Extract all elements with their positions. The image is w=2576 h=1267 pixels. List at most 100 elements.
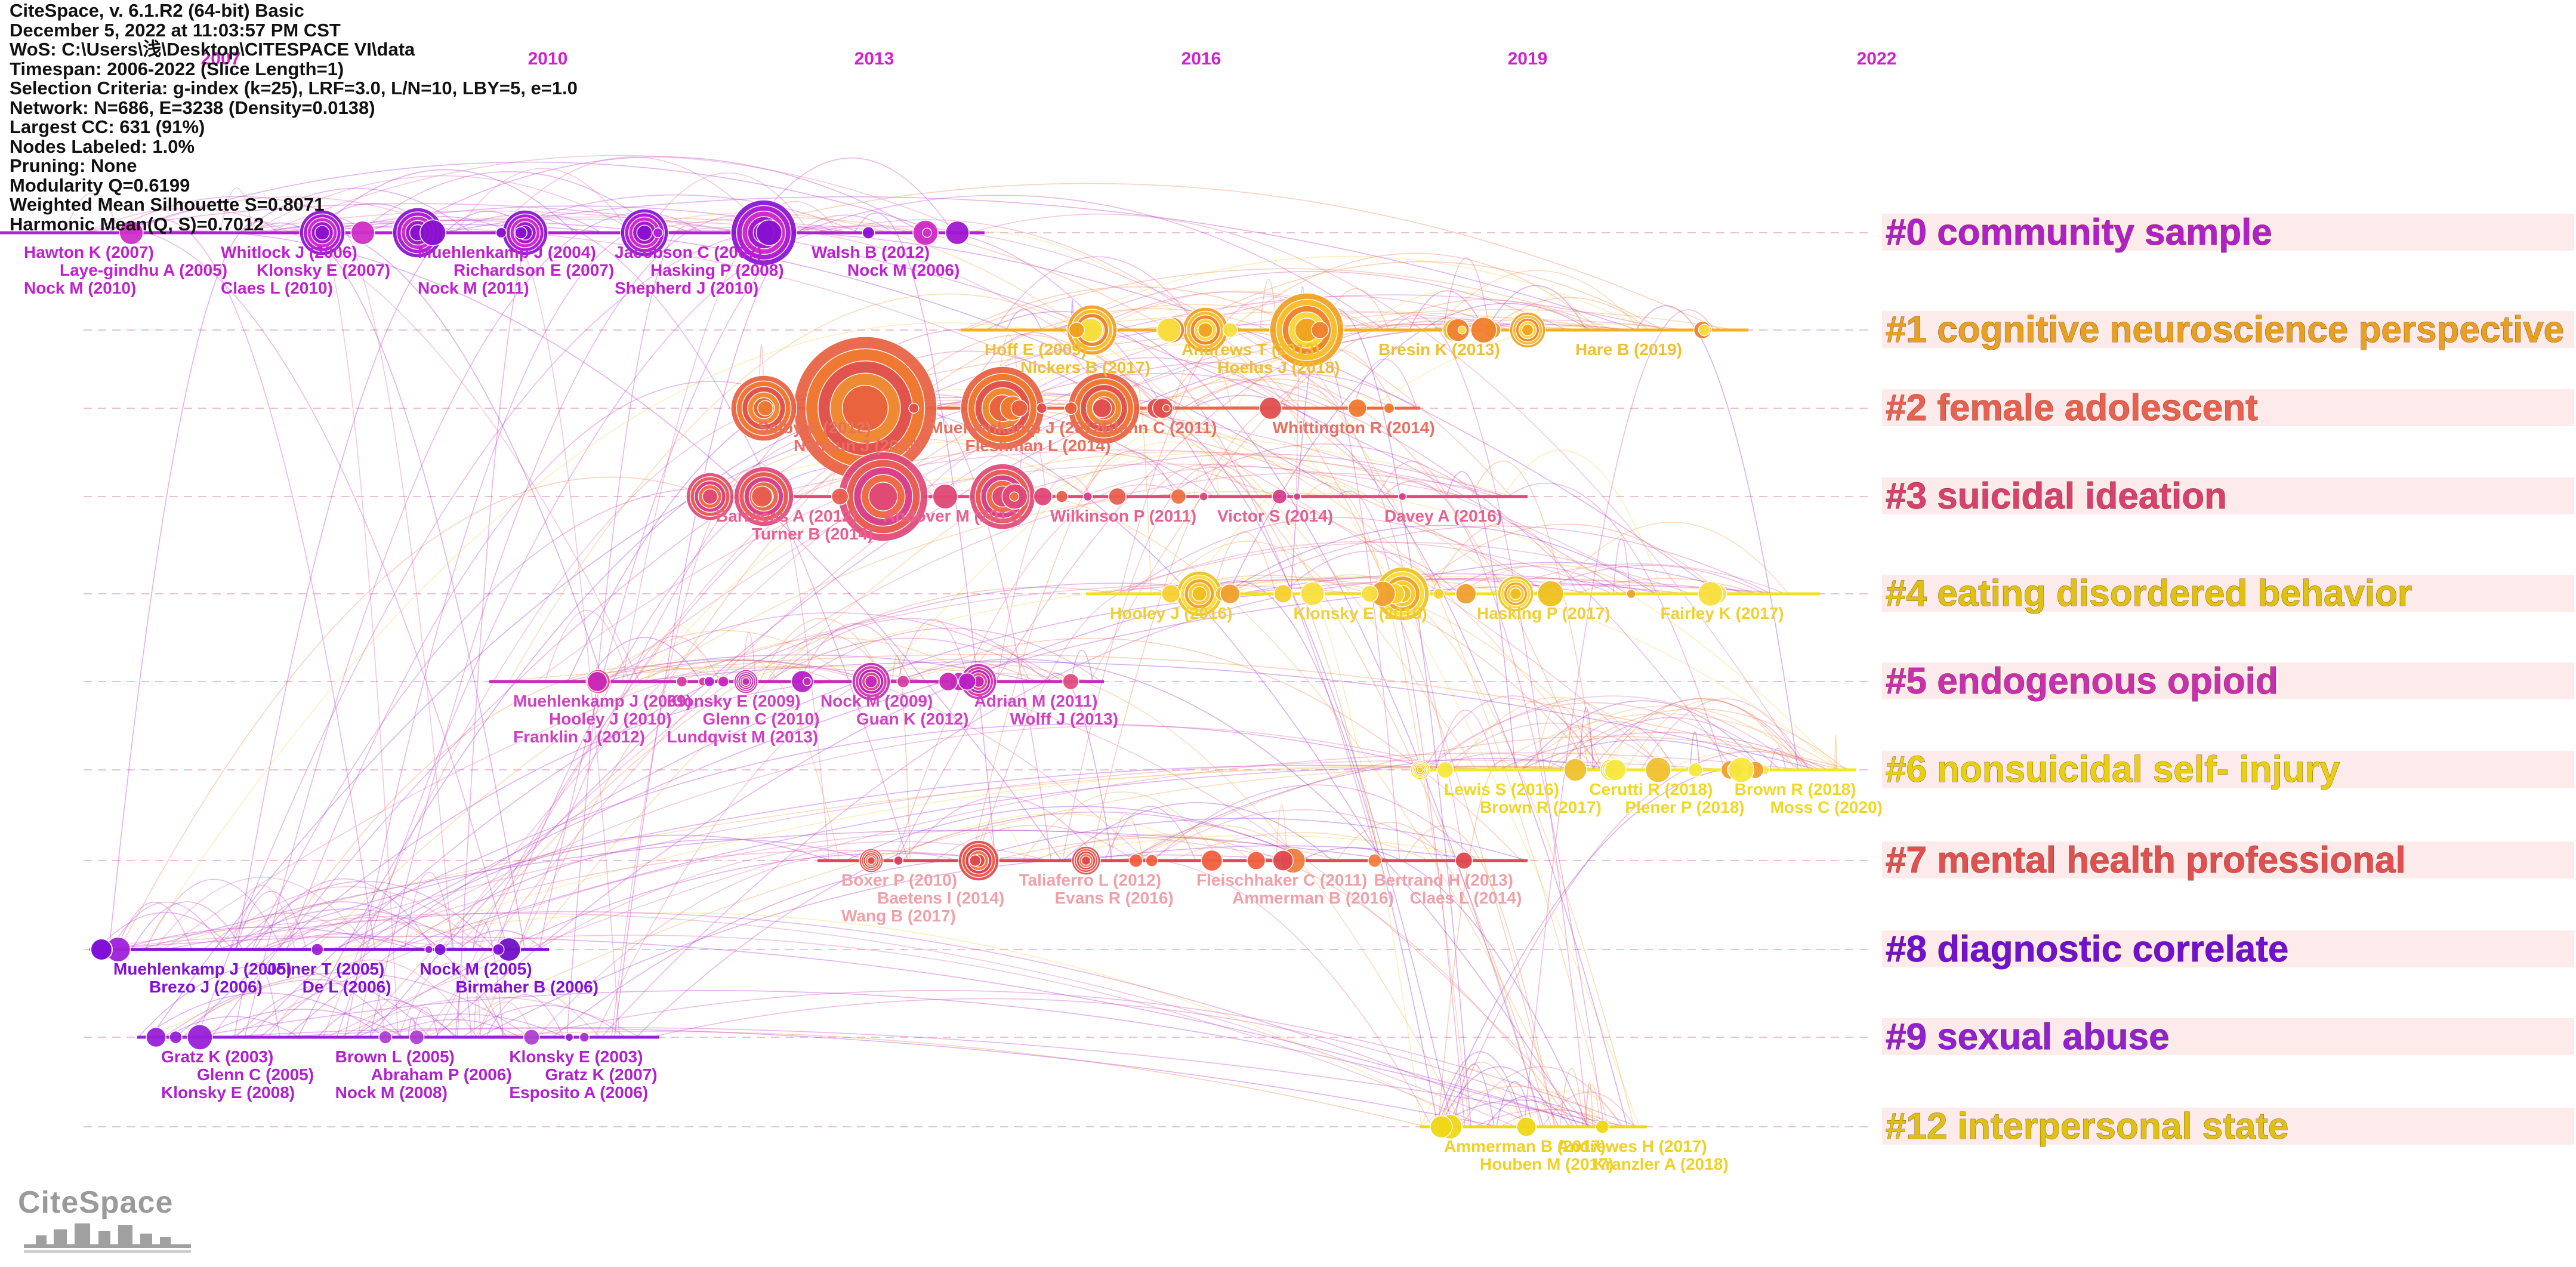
citation-arc [1425, 695, 1800, 770]
citation-arc [628, 636, 721, 682]
citation-arc [110, 901, 223, 950]
citation-arc [495, 156, 769, 233]
reference-label: Andrewes H (2017) [1557, 1137, 1707, 1155]
citation-arc [1269, 386, 1465, 861]
citation-arc [216, 1027, 1500, 1127]
reference-label: Richardson E (2007) [454, 261, 614, 279]
cluster-label-background [1882, 389, 2574, 426]
citation-arc [1520, 739, 1768, 770]
cluster-label-background [1882, 662, 2574, 699]
citation-arc [1004, 357, 1298, 409]
reference-label: Glenn C (2011) [1101, 418, 1217, 437]
citation-arc [340, 912, 1474, 1127]
citespace-logo: CiteSpace [18, 1185, 197, 1259]
reference-node [1062, 673, 1079, 690]
citation-arc [1298, 574, 1635, 1127]
citation-arc [1563, 717, 1781, 770]
reference-node-ring [1198, 322, 1213, 338]
reference-label: Hooley J (2010) [549, 710, 671, 728]
citation-arc [364, 725, 1458, 950]
citation-arc [1640, 698, 1810, 770]
reference-label: Joiner T (2005) [267, 960, 385, 978]
citation-arc [1408, 290, 1485, 331]
citation-arc [1275, 804, 1288, 861]
citation-arc [1226, 525, 1772, 594]
citation-arc [1377, 461, 1448, 497]
reference-node-ring [741, 677, 751, 686]
citation-arc [1599, 698, 1804, 770]
cluster-label-background [1882, 1018, 2574, 1055]
reference-node-ring [1081, 855, 1091, 866]
citation-arc [1183, 323, 1670, 594]
reference-label: Whitlock J (2006) [221, 243, 357, 261]
reference-node [495, 227, 507, 239]
cluster-label-background [1882, 841, 2574, 878]
citation-arc [811, 399, 1662, 594]
citation-arc [267, 155, 970, 233]
citation-arc [1352, 359, 1417, 409]
cluster-label: #6 nonsuicidal self- injury [1886, 749, 2340, 790]
citation-arc [234, 962, 280, 1038]
citation-arc [1689, 731, 1700, 770]
citation-arc [1125, 517, 1549, 594]
citation-arc [404, 871, 455, 950]
reference-label: Andover M (2012) [883, 507, 1022, 525]
reference-node [1300, 581, 1325, 606]
reference-label: Kranzler A (2018) [1593, 1155, 1729, 1173]
citation-arc [1282, 550, 1460, 594]
reference-node [751, 485, 773, 508]
reference-label: Laye-gindhu A (2005) [60, 261, 227, 279]
citation-arc [594, 659, 1036, 1038]
reference-node [1220, 583, 1241, 605]
reference-node [1161, 584, 1181, 603]
citation-arc [64, 193, 120, 233]
citation-arc [1106, 541, 1692, 594]
citation-arc [1420, 1068, 1518, 1127]
citation-arc [220, 187, 254, 233]
reference-label: Nock M (2005) [419, 960, 532, 978]
cluster-label-background [1882, 311, 2574, 348]
citation-arc [1115, 541, 1614, 594]
citation-arc [235, 983, 430, 1038]
citation-arc [903, 664, 1464, 1127]
reference-label: Nock M (2011) [418, 279, 529, 297]
cluster-label-background [1882, 575, 2574, 612]
citation-arc [963, 818, 1528, 861]
citation-arc [455, 168, 631, 233]
year-label: 2016 [1181, 49, 1221, 69]
reference-node [378, 1030, 393, 1044]
citation-arc [353, 853, 1005, 1038]
reference-node [579, 1032, 590, 1043]
reference-label: Muehlenkamp J (2004) [418, 243, 596, 261]
reference-label: Nehoun J (2013) [794, 436, 923, 455]
citation-arc [1007, 453, 1506, 497]
reference-label: Fleshman L (2014) [965, 436, 1111, 455]
reference-label: Nock M (2008) [335, 1083, 448, 1102]
reference-node [893, 855, 903, 866]
citation-arc [97, 912, 234, 950]
reference-label: Hawton K (2007) [24, 243, 154, 261]
reference-node [1347, 398, 1368, 418]
citation-arc [1090, 299, 1597, 682]
reference-label: Claes L (2014) [1410, 889, 1522, 907]
year-label: 2010 [528, 49, 568, 69]
citation-arc [386, 1019, 521, 1038]
cluster-labels: #0 community sample #1 cognitive neurosci… [1882, 212, 2574, 1147]
citation-arc [1022, 791, 1221, 861]
reference-label: Victor S (2014) [1217, 507, 1333, 525]
citation-arc [1236, 377, 1297, 409]
citation-arc [606, 659, 878, 682]
citation-arc [1507, 482, 1725, 770]
cluster-label: #7 mental health professional [1886, 840, 2406, 881]
citation-arc [456, 587, 1118, 950]
citation-arc [369, 215, 794, 1038]
reference-label: Klonsky E (2007) [257, 261, 390, 279]
reference-node [187, 1024, 213, 1050]
citation-arc [1260, 279, 1278, 331]
reference-node [1009, 491, 1020, 502]
citation-arc [766, 634, 888, 682]
citation-arc [1062, 463, 1260, 861]
reference-label: Glenn C (2005) [197, 1065, 314, 1084]
citation-arc [874, 463, 1466, 497]
citation-arc [248, 582, 1250, 1038]
